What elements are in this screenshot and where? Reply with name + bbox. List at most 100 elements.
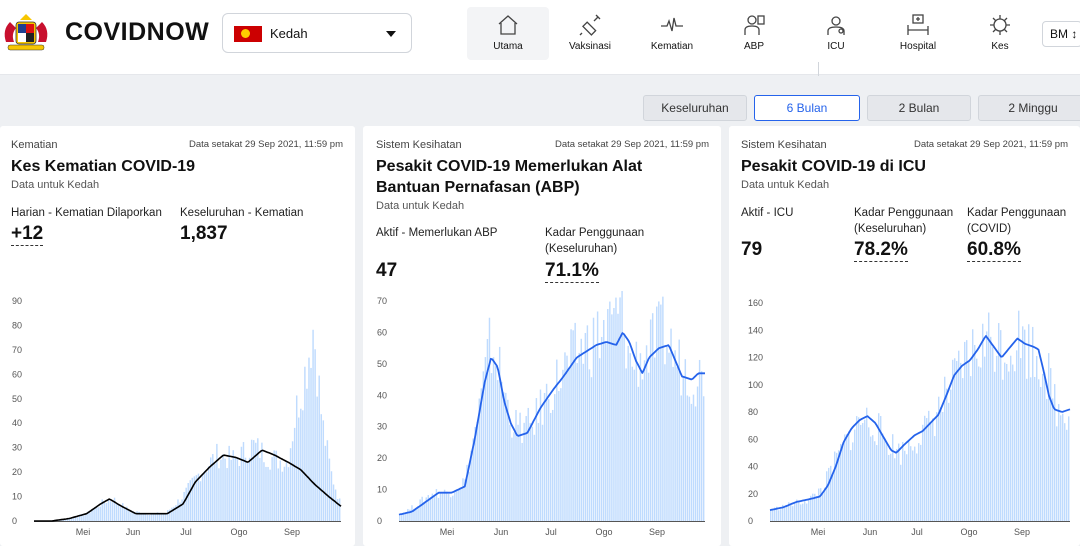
- chart-bar: [988, 313, 989, 521]
- nav-vaksinasi[interactable]: Vaksinasi: [549, 7, 631, 60]
- chart-bar: [621, 291, 622, 521]
- chart-bar: [517, 425, 518, 521]
- chart-bar: [968, 361, 969, 521]
- chart-bar: [892, 434, 893, 521]
- top-navigation-bar: COVIDNOW Kedah Utama Vaksinasi Kematian …: [0, 0, 1080, 75]
- chart-bar: [654, 358, 655, 521]
- stat-value[interactable]: 71.1%: [545, 260, 599, 283]
- chart-bar: [970, 376, 971, 521]
- y-tick-label: 30: [377, 422, 387, 432]
- tab-keseluruhan[interactable]: Keseluruhan: [643, 95, 747, 121]
- y-tick-label: 10: [12, 492, 22, 502]
- chart-bar: [226, 468, 227, 521]
- chart-bar: [290, 448, 291, 521]
- tab-6-bulan[interactable]: 6 Bulan: [754, 95, 860, 121]
- chart-bar: [249, 458, 250, 521]
- chart-bar: [1024, 330, 1025, 521]
- y-tick-label: 20: [377, 453, 387, 463]
- chart-bar: [218, 468, 219, 521]
- stat-value: 1,837: [180, 223, 228, 245]
- chart-bar: [462, 478, 463, 521]
- chart-bar: [259, 458, 260, 521]
- nav-icu[interactable]: ICU: [795, 7, 877, 60]
- y-tick-label: 30: [12, 443, 22, 453]
- language-select[interactable]: BM ↕: [1042, 21, 1080, 47]
- chart-bar: [450, 497, 451, 521]
- nav-abp[interactable]: ABP: [713, 7, 795, 60]
- nav-hospital[interactable]: Hospital: [877, 7, 959, 60]
- chart-bar: [1046, 399, 1047, 521]
- chart-bar: [564, 352, 565, 521]
- chart-bar: [136, 511, 137, 521]
- chart-bar: [263, 462, 264, 521]
- chart-bar: [844, 434, 845, 521]
- chart-bar: [850, 450, 851, 521]
- nav-utama[interactable]: Utama: [467, 7, 549, 60]
- chart-bar: [778, 510, 779, 521]
- chart-bar: [695, 406, 696, 521]
- chart-bar: [630, 353, 631, 521]
- chart-bar: [444, 490, 445, 521]
- stat-value[interactable]: 60.8%: [967, 239, 1021, 262]
- chart-bar: [862, 423, 863, 521]
- brand-title[interactable]: COVIDNOW: [65, 18, 209, 47]
- chart-bar: [204, 471, 205, 521]
- y-tick-label: 0: [12, 516, 17, 526]
- state-dropdown[interactable]: Kedah: [222, 13, 412, 53]
- x-tick-label: Sep: [649, 527, 665, 537]
- chart-bar: [942, 412, 943, 521]
- chart-bar: [576, 363, 577, 521]
- chart-bar: [1042, 374, 1043, 521]
- chart-bar: [208, 466, 209, 521]
- stat-value[interactable]: 78.2%: [854, 239, 908, 262]
- chart-bar: [511, 438, 512, 521]
- x-tick-label: Jul: [911, 527, 923, 537]
- tab-2-minggu[interactable]: 2 Minggu: [978, 95, 1080, 121]
- chart-bar: [434, 495, 435, 521]
- card-title: Kes Kematian COVID-19: [11, 156, 195, 177]
- nav-kematian[interactable]: Kematian: [631, 7, 713, 60]
- chart-bar: [239, 466, 240, 521]
- chart-bar: [674, 350, 675, 521]
- chart-bar: [609, 302, 610, 521]
- chart-bar: [407, 509, 408, 521]
- chart-bar: [269, 470, 270, 521]
- chart-bar: [300, 409, 301, 521]
- stat-value[interactable]: +12: [11, 223, 43, 246]
- x-tick-label: Mei: [76, 527, 91, 537]
- chart-bar: [834, 452, 835, 521]
- chart-bar: [314, 349, 315, 521]
- tab-2-bulan[interactable]: 2 Bulan: [867, 95, 971, 121]
- chart-bar: [95, 506, 96, 521]
- chart-bar: [116, 503, 117, 521]
- nav-kes[interactable]: Kes: [959, 7, 1041, 60]
- icu-doctor-icon: [824, 13, 848, 37]
- chart-bar: [294, 428, 295, 521]
- chart-bar: [554, 394, 555, 521]
- chart-bar: [632, 367, 633, 521]
- stat-label: Aktif - ICU: [741, 205, 793, 221]
- chart-bar: [460, 488, 461, 521]
- chart-bar: [1012, 365, 1013, 521]
- chart-bar: [800, 504, 801, 521]
- chart-bar: [697, 387, 698, 521]
- chart-bar: [668, 353, 669, 521]
- y-tick-label: 100: [748, 380, 763, 390]
- chart-bar: [1008, 372, 1009, 521]
- chart-bar: [257, 438, 258, 521]
- chart-bar: [683, 376, 684, 521]
- virus-icon: [988, 13, 1012, 37]
- chart-bar: [802, 504, 803, 521]
- divider: [818, 62, 819, 76]
- chart-bar: [206, 472, 207, 521]
- chart-bar: [145, 513, 146, 521]
- chart-bar: [423, 502, 424, 521]
- chart-bar: [568, 368, 569, 521]
- card-timestamp: Data setakat 29 Sep 2021, 11:59 pm: [555, 139, 709, 150]
- chart-bar: [99, 507, 100, 521]
- chart-bar: [1048, 353, 1049, 521]
- malaysia-crest-logo[interactable]: [0, 12, 52, 54]
